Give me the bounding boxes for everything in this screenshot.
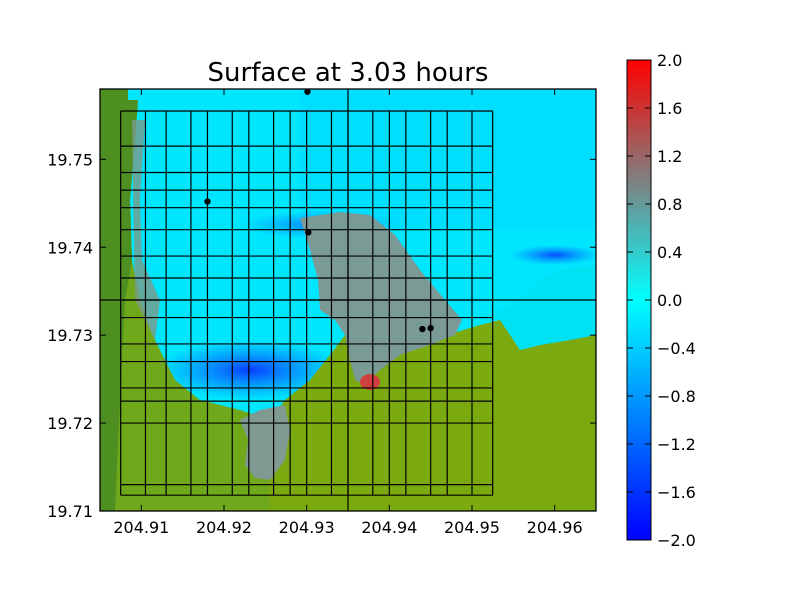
axes-frame	[99, 88, 597, 512]
colorbar-tick-label: −1.2	[657, 435, 696, 454]
gauge-point	[427, 324, 434, 332]
gauge-point	[304, 89, 311, 95]
grid-lines	[100, 89, 596, 511]
chart-title: Surface at 3.03 hours	[208, 58, 489, 88]
y-axis-ticks: 19.71 19.72 19.73 19.74 19.75	[47, 150, 596, 521]
east-shoreline	[480, 265, 596, 350]
inundated-west	[132, 120, 160, 340]
gauge-point	[305, 229, 312, 236]
x-axis-ticks: 204.91 204.92 204.93 204.94 204.95 204.96	[113, 89, 583, 537]
surface-field	[100, 89, 596, 511]
ocean-shade	[300, 89, 596, 229]
y-tick-label: 19.72	[47, 414, 93, 433]
colorbar-tick-label: 1.2	[657, 147, 682, 166]
gauge-points	[204, 89, 434, 333]
x-tick-label: 204.92	[196, 518, 252, 537]
gauge-point	[204, 198, 211, 205]
inundated-south	[240, 405, 290, 480]
colorbar-tick-label: −0.4	[657, 339, 696, 358]
x-tick-label: 204.96	[527, 518, 583, 537]
colorbar-tick-label: 2.0	[657, 51, 682, 70]
land-west	[100, 89, 270, 511]
bay-depression	[155, 340, 345, 400]
colorbar-tick-label: −2.0	[657, 531, 696, 550]
colorbar-ticks: −2.0 −1.6 −1.2 −0.8 −0.4 0.0 0.4 0.8 1.2 1.6 2.0	[627, 51, 696, 550]
x-tick-label: 204.91	[113, 518, 169, 537]
x-tick-label: 204.94	[361, 518, 417, 537]
high-surface-spot	[360, 374, 380, 390]
x-tick-label: 204.95	[444, 518, 500, 537]
peninsula-inundated	[300, 212, 462, 385]
colorbar-tick-label: 0.8	[657, 195, 682, 214]
colorbar-tick-label: 0.0	[657, 291, 682, 310]
colorbar-tick-label: −1.6	[657, 483, 696, 502]
colorbar-tick-label: −0.8	[657, 387, 696, 406]
gauge-point	[419, 325, 426, 333]
land-south	[270, 320, 596, 511]
colorbar-tick-label: 1.6	[657, 99, 682, 118]
x-tick-label: 204.93	[279, 518, 335, 537]
y-tick-label: 19.75	[47, 150, 93, 169]
colorbar-tick-label: 0.4	[657, 243, 682, 262]
y-tick-label: 19.71	[47, 502, 93, 521]
y-tick-label: 19.73	[47, 326, 93, 345]
y-tick-label: 19.74	[47, 238, 93, 257]
offshore-depression	[510, 245, 596, 265]
